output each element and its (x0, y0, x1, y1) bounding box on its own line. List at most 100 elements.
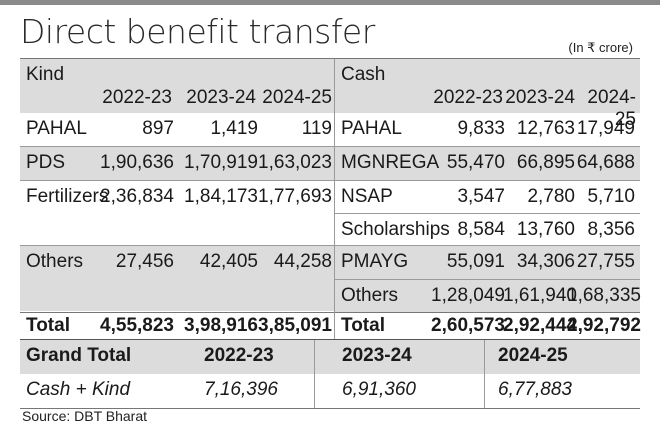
kind-year-2022-23: 2022-23 (102, 87, 172, 108)
cash-row-mgnrega: MGNREGA 55,470 66,895 64,688 (335, 147, 640, 180)
cell-value: 2,36,834 (100, 186, 174, 207)
kind-total: Total 4,55,823 3,98,916 3,85,091 (20, 311, 334, 340)
cash-row-others: Others 1,28,049 1,61,940 1,68,335 (335, 280, 641, 312)
cash-label: Cash (341, 64, 386, 85)
cash-row-nsap: NSAP 3,547 2,780 5,710 (335, 181, 640, 213)
row-label: NSAP (341, 186, 393, 207)
cell-value: 42,405 (199, 251, 258, 272)
cell-value: 27,755 (576, 251, 635, 272)
row-label: Others (26, 251, 84, 272)
kind-total-row: Total 4,55,823 3,98,916 3,85,091 (20, 311, 334, 340)
column-divider (334, 59, 335, 312)
cell-value: 12,763 (516, 118, 575, 139)
row-divider (20, 245, 334, 246)
kind-year-2024-25: 2024-25 (262, 87, 332, 108)
grand-total-year-2024-25: 2024-25 (498, 345, 568, 366)
top-rule-bar (0, 0, 660, 5)
cell-value: 2,780 (527, 186, 575, 207)
cell-value: 66,895 (516, 152, 575, 173)
cash-row-pahal: PAHAL 9,833 12,763 17,949 (335, 113, 640, 146)
cell-value: 1,77,693 (258, 186, 332, 207)
grand-total-2023-24: 6,91,360 (342, 379, 416, 400)
kind-row-pahal: PAHAL 897 1,419 119 (20, 113, 334, 146)
column-divider (314, 340, 315, 408)
cash-plus-kind-label: Cash + Kind (26, 379, 131, 400)
row-divider (335, 180, 640, 181)
chart-title: Direct benefit transfer (20, 12, 375, 51)
cash-year-2023-24: 2023-24 (505, 87, 575, 108)
cell-value: 1,61,940 (503, 285, 577, 306)
dbt-table: Kind 2022-23 2023-24 2024-25 PAHAL 897 1… (20, 59, 641, 313)
cell-value: 44,258 (273, 251, 332, 272)
cell-value: 8,356 (587, 219, 635, 240)
table-top-rule (20, 58, 640, 59)
kind-total-2022-23: 4,55,823 (100, 315, 174, 336)
grand-total-label: Grand Total (26, 345, 132, 366)
grand-total-header: Grand Total 2022-23 2023-24 2024-25 (20, 340, 640, 374)
row-divider (335, 245, 640, 246)
kind-total-label: Total (26, 315, 70, 336)
cell-value: 17,949 (576, 118, 635, 139)
kind-row-pds: PDS 1,90,636 1,70,919 1,63,023 (20, 147, 334, 180)
cell-value: 1,84,173 (184, 186, 258, 207)
cash-year-2022-23: 2022-23 (433, 87, 503, 108)
row-label: PAHAL (341, 118, 402, 139)
row-divider (20, 180, 334, 181)
cash-total: Total 2,60,573 2,92,444 2,92,792 (335, 311, 641, 340)
total-divider (20, 312, 640, 313)
cell-value: 13,760 (516, 219, 575, 240)
cell-value: 55,091 (446, 251, 505, 272)
kind-row-fertilizers: Fertilizers 2,36,834 1,84,173 1,77,693 (20, 181, 334, 245)
cell-value: 1,63,023 (258, 152, 332, 173)
grand-total-year-2023-24: 2023-24 (342, 345, 412, 366)
kind-total-2023-24: 3,98,916 (184, 315, 258, 336)
unit-label: (In ₹ crore) (568, 40, 633, 55)
grand-total-2022-23: 7,16,396 (204, 379, 278, 400)
cell-value: 1,90,636 (100, 152, 174, 173)
source-note: Source: DBT Bharat (22, 408, 148, 424)
cash-row-pmayg: PMAYG 55,091 34,306 27,755 (335, 246, 640, 279)
kind-total-2024-25: 3,85,091 (258, 315, 332, 336)
row-divider (335, 279, 640, 280)
cell-value: 9,833 (457, 118, 505, 139)
kind-section: Kind 2022-23 2023-24 2024-25 PAHAL 897 1… (20, 59, 334, 312)
column-divider (484, 340, 485, 408)
grand-total-bottom-rule (20, 408, 640, 409)
cell-value: 34,306 (516, 251, 575, 272)
cash-total-2023-24: 2,92,444 (503, 315, 577, 336)
row-label: Others (341, 285, 399, 306)
row-label: PDS (26, 152, 66, 173)
cash-year-2024-25: 2024-25 (587, 87, 636, 130)
column-divider (334, 311, 335, 340)
cell-value: 5,710 (587, 186, 635, 207)
kind-label: Kind (26, 64, 65, 85)
row-label: Fertilizers (26, 186, 109, 207)
cell-value: 1,68,335 (567, 285, 641, 306)
cell-value: 55,470 (446, 152, 505, 173)
row-divider (20, 146, 334, 147)
kind-year-2023-24: 2023-24 (186, 87, 256, 108)
row-label: Scholarships (341, 219, 450, 240)
grand-total-year-2022-23: 2022-23 (204, 345, 274, 366)
cash-section: Cash 2022-23 2023-24 2024-25 PAHAL 9,833… (335, 59, 641, 312)
cell-value: 64,688 (576, 152, 635, 173)
row-label: PAHAL (26, 118, 87, 139)
cell-value: 8,584 (457, 219, 505, 240)
kind-header: Kind 2022-23 2023-24 2024-25 (20, 59, 334, 113)
cell-value: 27,456 (115, 251, 174, 272)
row-label: MGNREGA (341, 152, 440, 173)
cash-header: Cash 2022-23 2023-24 2024-25 (335, 59, 640, 130)
cell-value: 897 (142, 118, 174, 139)
cell-value: 1,28,049 (431, 285, 505, 306)
cash-total-2024-25: 2,92,792 (567, 315, 641, 336)
cash-total-2022-23: 2,60,573 (431, 315, 505, 336)
cell-value: 3,547 (457, 186, 505, 207)
cell-value: 119 (301, 118, 332, 139)
cell-value: 1,70,919 (184, 152, 258, 173)
cash-total-row: Total 2,60,573 2,92,444 2,92,792 (335, 311, 641, 340)
kind-row-others: Others 27,456 42,405 44,258 (20, 246, 334, 311)
row-divider (335, 213, 640, 214)
cell-value: 1,419 (210, 118, 258, 139)
cash-total-label: Total (341, 315, 385, 336)
row-label: PMAYG (341, 251, 409, 272)
